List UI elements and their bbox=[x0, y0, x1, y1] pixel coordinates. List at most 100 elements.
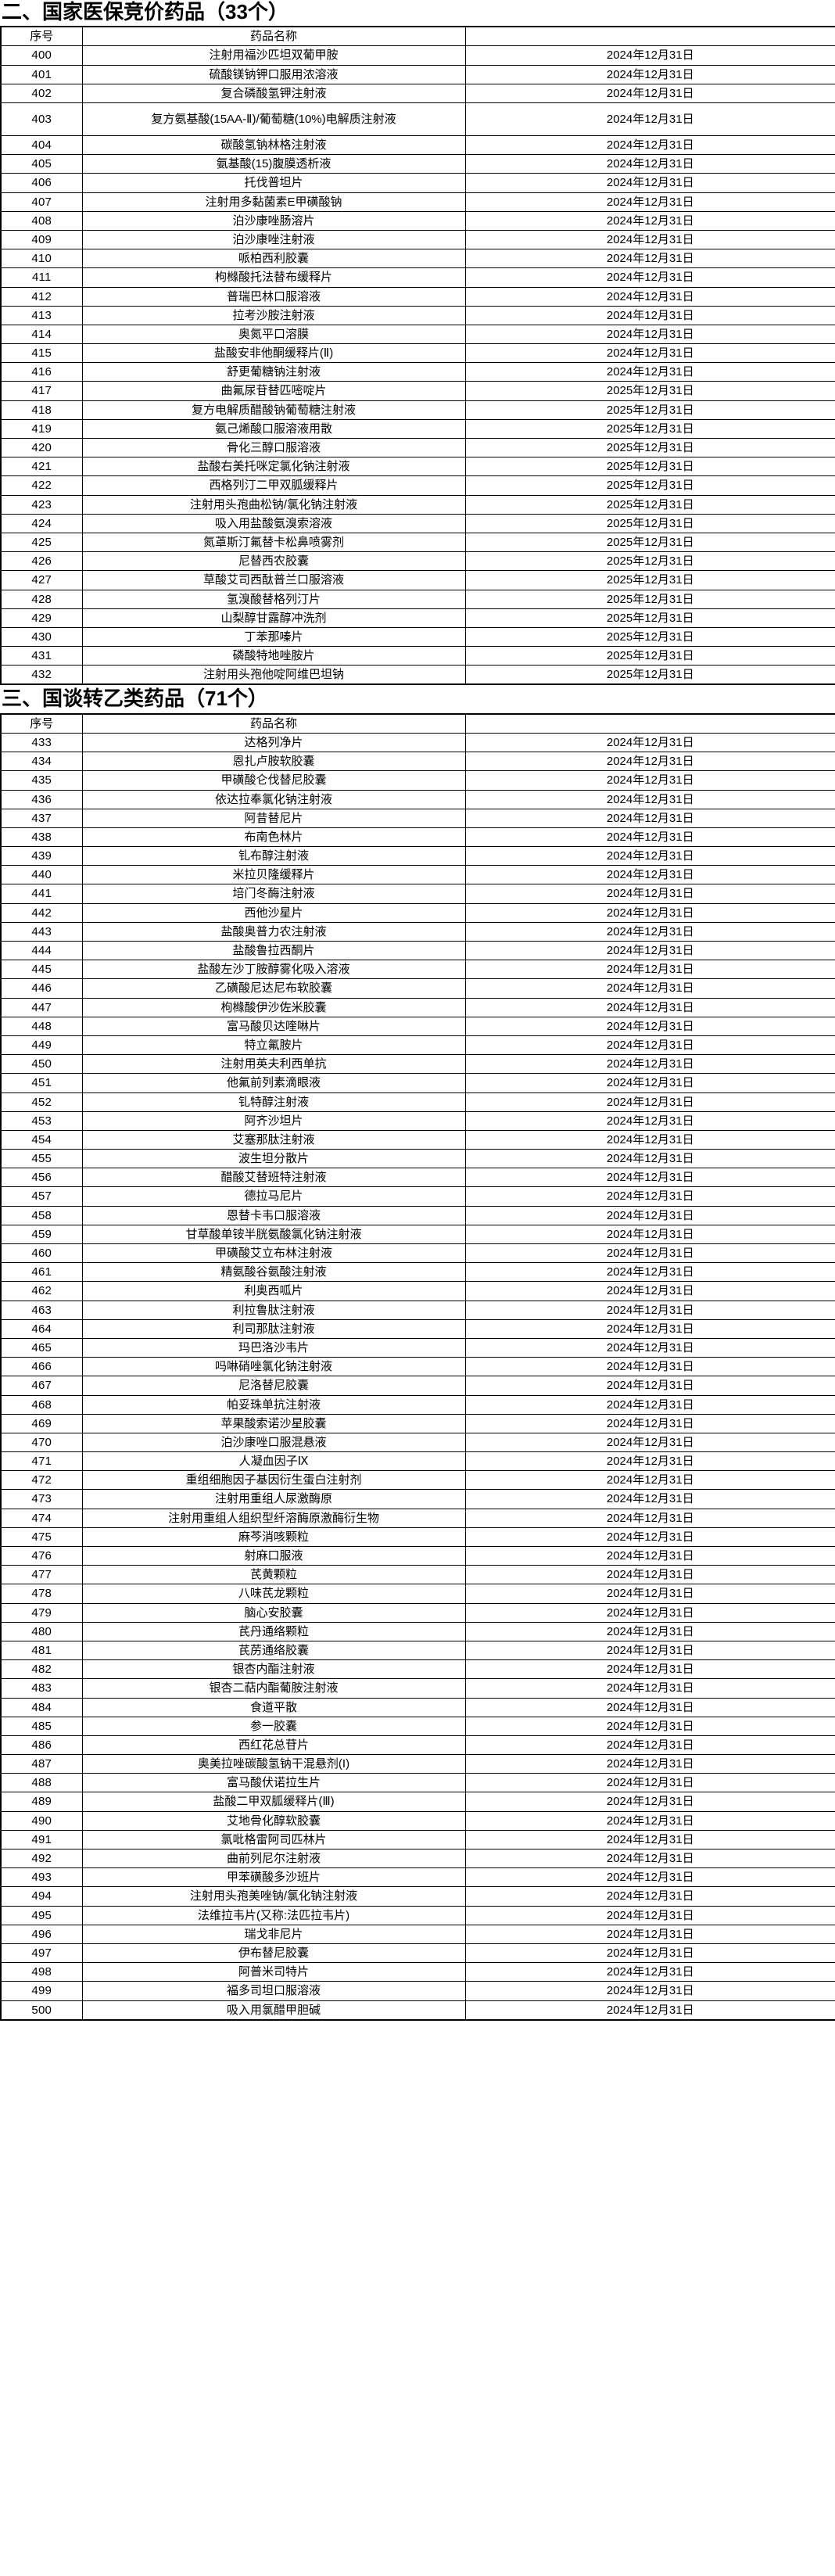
table-row: 485 参一胶囊 2024年12月31日 bbox=[0, 1716, 835, 1736]
cell-expiry-date: 2024年12月31日 bbox=[464, 1508, 835, 1528]
cell-expiry-date: 2024年12月31日 bbox=[464, 1735, 835, 1756]
table-row: 422 西格列汀二甲双胍缓释片 2025年12月31日 bbox=[0, 475, 835, 496]
table-row: 494 注射用头孢美唑钠/氯化钠注射液 2024年12月31日 bbox=[0, 1886, 835, 1907]
cell-index: 444 bbox=[0, 941, 83, 961]
cell-expiry-date: 2024年12月31日 bbox=[464, 1054, 835, 1075]
cell-expiry-date: 2024年12月31日 bbox=[464, 1602, 835, 1623]
cell-index: 451 bbox=[0, 1073, 83, 1093]
cell-expiry-date: 2024年12月31日 bbox=[464, 1129, 835, 1150]
table-header-row: 序号 药品名称 bbox=[0, 26, 835, 47]
table-row: 490 艾地骨化醇软胶囊 2024年12月31日 bbox=[0, 1810, 835, 1831]
cell-index: 459 bbox=[0, 1224, 83, 1245]
table-row: 429 山梨醇甘露醇冲洗剂 2025年12月31日 bbox=[0, 608, 835, 628]
cell-drug-name: 银杏二萜内酯葡胺注射液 bbox=[81, 1678, 466, 1699]
cell-index: 449 bbox=[0, 1035, 83, 1056]
cell-index: 437 bbox=[0, 808, 83, 828]
cell-drug-name: 甲磺酸仑伐替尼胶囊 bbox=[81, 770, 466, 791]
cell-index: 486 bbox=[0, 1735, 83, 1756]
cell-index: 417 bbox=[0, 381, 83, 401]
cell-index: 435 bbox=[0, 770, 83, 791]
table-row: 405 氨基酸(15)腹膜透析液 2024年12月31日 bbox=[0, 154, 835, 174]
table-row: 416 舒更葡糖钠注射液 2024年12月31日 bbox=[0, 362, 835, 382]
cell-drug-name: 钆特醇注射液 bbox=[81, 1092, 466, 1112]
cell-index: 500 bbox=[0, 2000, 83, 2021]
cell-expiry-date: 2024年12月31日 bbox=[464, 941, 835, 961]
table-row: 439 钆布醇注射液 2024年12月31日 bbox=[0, 846, 835, 866]
cell-expiry-date: 2025年12月31日 bbox=[464, 532, 835, 553]
table-row: 466 吗啉硝唑氯化钠注射液 2024年12月31日 bbox=[0, 1357, 835, 1377]
cell-expiry-date: 2024年12月31日 bbox=[464, 1678, 835, 1699]
table-row: 453 阿齐沙坦片 2024年12月31日 bbox=[0, 1110, 835, 1131]
table-row: 460 甲磺酸艾立布林注射液 2024年12月31日 bbox=[0, 1243, 835, 1264]
cell-index: 411 bbox=[0, 267, 83, 288]
cell-drug-name: 拉考沙胺注射液 bbox=[81, 305, 466, 325]
cell-expiry-date: 2024年12月31日 bbox=[464, 1413, 835, 1433]
cell-index: 412 bbox=[0, 286, 83, 307]
sections-container: 二、国家医保竞价药品（33个） 序号 药品名称 400 注射用福沙匹坦双葡甲胺 2024年… bbox=[0, 1, 835, 2021]
cell-expiry-date: 2024年12月31日 bbox=[464, 2000, 835, 2021]
cell-drug-name: 利拉鲁肽注射液 bbox=[81, 1300, 466, 1320]
cell-index: 494 bbox=[0, 1886, 83, 1907]
cell-drug-name: 布南色林片 bbox=[81, 827, 466, 848]
cell-index: 425 bbox=[0, 532, 83, 553]
cell-index: 461 bbox=[0, 1262, 83, 1283]
cell-expiry-date: 2024年12月31日 bbox=[464, 1659, 835, 1680]
cell-drug-name: 注射用头孢美唑钠/氯化钠注射液 bbox=[81, 1886, 466, 1907]
cell-drug-name: 精氨酸谷氨酸注射液 bbox=[81, 1262, 466, 1283]
cell-index: 439 bbox=[0, 846, 83, 866]
cell-expiry-date: 2024年12月31日 bbox=[464, 1016, 835, 1036]
cell-index: 404 bbox=[0, 135, 83, 156]
cell-drug-name: 培门冬酶注射液 bbox=[81, 884, 466, 904]
cell-expiry-date: 2024年12月31日 bbox=[464, 343, 835, 364]
table-row: 458 恩替卡韦口服溶液 2024年12月31日 bbox=[0, 1205, 835, 1225]
column-header-index: 序号 bbox=[0, 26, 83, 47]
cell-index: 454 bbox=[0, 1129, 83, 1150]
table-row: 433 达格列净片 2024年12月31日 bbox=[0, 732, 835, 753]
cell-drug-name: 曲氟尿苷替匹嘧啶片 bbox=[81, 381, 466, 401]
cell-drug-name: 麻芩消咳颗粒 bbox=[81, 1527, 466, 1548]
table-row: 438 布南色林片 2024年12月31日 bbox=[0, 827, 835, 848]
table-row: 430 丁苯那嗪片 2025年12月31日 bbox=[0, 626, 835, 648]
cell-drug-name: 阿齐沙坦片 bbox=[81, 1110, 466, 1131]
cell-drug-name: 芪黄颗粒 bbox=[81, 1565, 466, 1585]
table-row: 406 托伐普坦片 2024年12月31日 bbox=[0, 173, 835, 193]
table-row: 473 注射用重组人尿激酶原 2024年12月31日 bbox=[0, 1489, 835, 1509]
cell-expiry-date: 2024年12月31日 bbox=[464, 1394, 835, 1415]
cell-drug-name: 西他沙星片 bbox=[81, 902, 466, 923]
cell-index: 427 bbox=[0, 570, 83, 590]
cell-index: 495 bbox=[0, 1905, 83, 1925]
cell-index: 497 bbox=[0, 1943, 83, 1964]
cell-expiry-date: 2024年12月31日 bbox=[464, 1905, 835, 1925]
table-row: 478 八味芪龙颗粒 2024年12月31日 bbox=[0, 1584, 835, 1604]
cell-drug-name: 射麻口服液 bbox=[81, 1546, 466, 1566]
table-row: 475 麻芩消咳颗粒 2024年12月31日 bbox=[0, 1527, 835, 1548]
cell-drug-name: 枸橼酸伊沙佐米胶囊 bbox=[81, 997, 466, 1017]
cell-drug-name: 苹果酸索诺沙星胶囊 bbox=[81, 1413, 466, 1433]
table-row: 407 注射用多黏菌素E甲磺酸钠 2024年12月31日 bbox=[0, 192, 835, 212]
cell-index: 492 bbox=[0, 1849, 83, 1869]
cell-drug-name: 曲前列尼尔注射液 bbox=[81, 1849, 466, 1869]
cell-drug-name: 脑心安胶囊 bbox=[81, 1602, 466, 1623]
table-row: 418 复方电解质醋酸钠葡萄糖注射液 2025年12月31日 bbox=[0, 400, 835, 420]
cell-drug-name: 注射用头孢曲松钠/氯化钠注射液 bbox=[81, 494, 466, 515]
table-row: 449 特立氟胺片 2024年12月31日 bbox=[0, 1035, 835, 1056]
cell-drug-name: 尼洛替尼胶囊 bbox=[81, 1376, 466, 1396]
table-row: 431 磷酸特地唑胺片 2025年12月31日 bbox=[0, 646, 835, 666]
table-row: 470 泊沙康唑口服混悬液 2024年12月31日 bbox=[0, 1432, 835, 1453]
cell-expiry-date: 2024年12月31日 bbox=[464, 1224, 835, 1245]
cell-index: 489 bbox=[0, 1792, 83, 1812]
cell-expiry-date: 2024年12月31日 bbox=[464, 978, 835, 999]
cell-drug-name: 注射用福沙匹坦双葡甲胺 bbox=[81, 45, 466, 66]
cell-drug-name: 甲苯磺酸多沙班片 bbox=[81, 1867, 466, 1888]
cell-expiry-date: 2024年12月31日 bbox=[464, 229, 835, 250]
cell-index: 438 bbox=[0, 827, 83, 848]
cell-expiry-date: 2025年12月31日 bbox=[464, 646, 835, 666]
cell-drug-name: 盐酸左沙丁胺醇雾化吸入溶液 bbox=[81, 960, 466, 980]
cell-index: 490 bbox=[0, 1810, 83, 1831]
cell-expiry-date: 2024年12月31日 bbox=[464, 1092, 835, 1112]
cell-drug-name: 重组细胞因子基因衍生蛋白注射剂 bbox=[81, 1470, 466, 1491]
column-header-drug-name: 药品名称 bbox=[81, 713, 466, 734]
cell-index: 448 bbox=[0, 1016, 83, 1036]
cell-drug-name: 甲磺酸艾立布林注射液 bbox=[81, 1243, 466, 1264]
cell-index: 488 bbox=[0, 1773, 83, 1793]
